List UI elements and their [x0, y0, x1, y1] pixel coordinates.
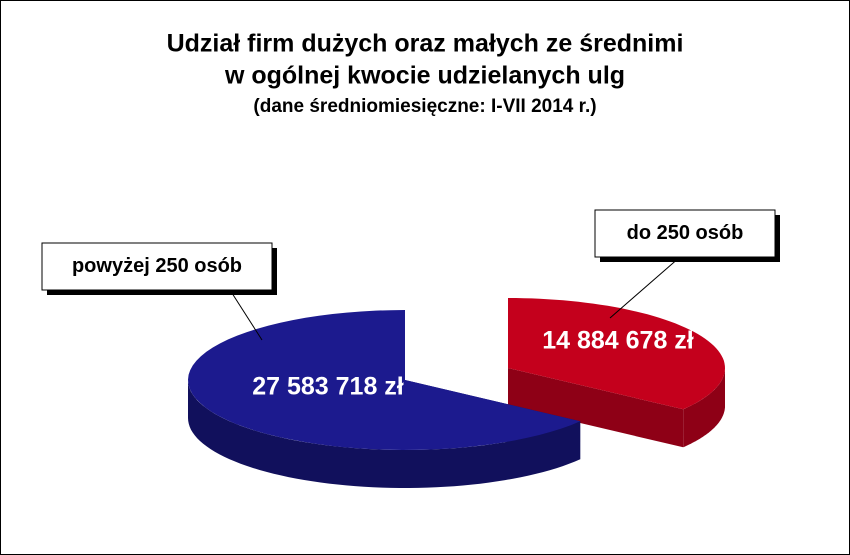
slice — [188, 310, 581, 450]
legend-label: powyżej 250 osób — [72, 255, 242, 277]
legend-label: do 250 osób — [627, 222, 744, 244]
value-label: 14 884 678 zł — [542, 327, 694, 355]
slice-side — [683, 368, 725, 448]
callouts: do 250 osób powyżej 250 osób — [41, 209, 780, 341]
chart-title: Udział firm dużych oraz małych ze średni… — [167, 30, 684, 58]
slice-wall — [508, 368, 684, 448]
chart-title: w ogólnej kwocie udzielanych ulg — [224, 62, 625, 90]
callout-box — [594, 209, 776, 258]
slice-side — [188, 380, 581, 488]
callout-box — [41, 242, 273, 291]
slice — [508, 298, 725, 410]
leader-line — [609, 256, 681, 319]
value-label: 27 583 718 zł — [252, 373, 404, 401]
leader-line — [229, 289, 263, 341]
chart-subtitle: (dane średniomiesięczne: I-VII 2014 r.) — [253, 96, 596, 117]
pie: 14 884 678 zł 27 583 718 zł — [188, 298, 725, 488]
